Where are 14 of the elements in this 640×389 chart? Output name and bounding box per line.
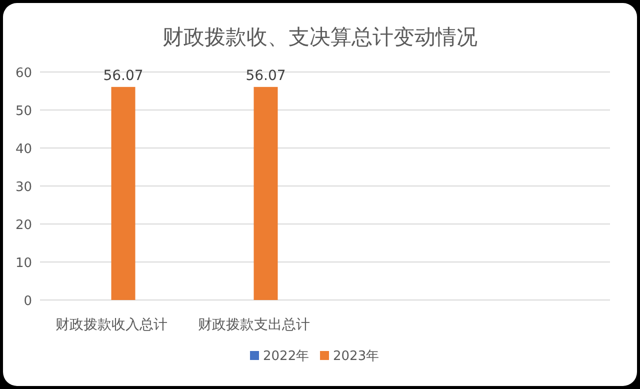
y-tick-label: 30 xyxy=(15,180,32,195)
data-label: 56.07 xyxy=(246,68,286,84)
legend-label: 2023年 xyxy=(333,349,380,364)
chart-title: 财政拨款收、支决算总计变动情况 xyxy=(162,25,478,49)
legend-label: 2022年 xyxy=(263,349,310,364)
x-tick-label: 财政拨款收入总计 xyxy=(55,317,168,333)
x-tick-label: 财政拨款支出总计 xyxy=(198,317,310,333)
y-tick-label: 60 xyxy=(15,66,32,81)
y-tick-label: 10 xyxy=(15,256,32,271)
y-tick-label: 0 xyxy=(24,294,32,309)
y-tick-label: 20 xyxy=(15,218,32,233)
data-label: 56.07 xyxy=(103,68,144,84)
y-tick-label: 40 xyxy=(15,142,32,157)
y-tick-label: 50 xyxy=(15,104,32,119)
